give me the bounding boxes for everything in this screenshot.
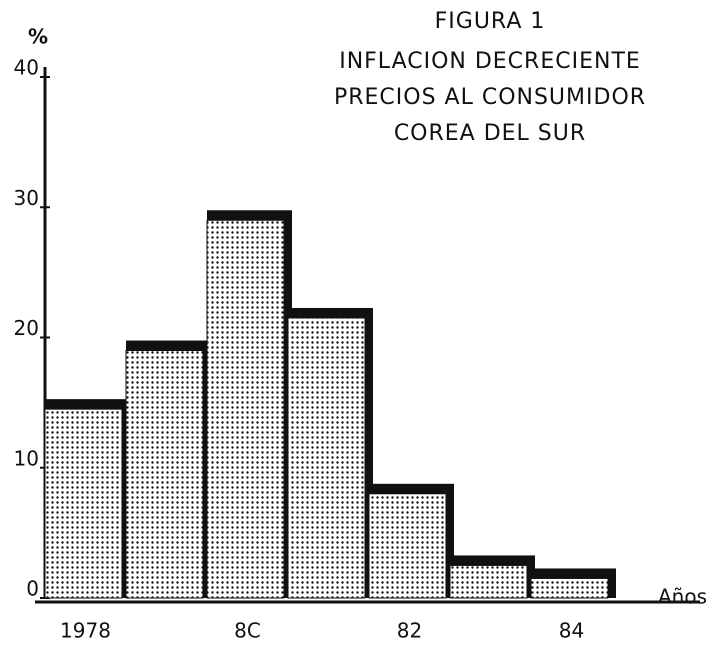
y-tick-label: 20 xyxy=(14,316,39,340)
y-tick-label: 0 xyxy=(26,577,39,601)
chart-title: INFLACION DECRECIENTE xyxy=(339,49,641,74)
y-axis-label: % xyxy=(28,25,48,49)
bar xyxy=(449,564,528,599)
chart-title: FIGURA 1 xyxy=(435,9,546,34)
y-tick-label: 40 xyxy=(14,56,39,80)
bar xyxy=(530,577,609,599)
bar xyxy=(368,493,447,599)
y-tick-label: 30 xyxy=(14,186,39,210)
x-tick-label: 84 xyxy=(559,619,584,643)
bar xyxy=(125,350,204,599)
x-tick-label: 1978 xyxy=(60,619,111,643)
x-axis-label: Años xyxy=(658,585,707,609)
bar xyxy=(44,408,123,599)
x-tick-label: 8C xyxy=(234,619,261,643)
bar xyxy=(287,317,366,599)
chart-title: PRECIOS AL CONSUMIDOR xyxy=(334,85,646,110)
y-tick-label: 10 xyxy=(14,446,39,470)
x-tick-label: 82 xyxy=(397,619,422,643)
bar xyxy=(206,219,285,599)
chart-title: COREA DEL SUR xyxy=(394,121,586,146)
